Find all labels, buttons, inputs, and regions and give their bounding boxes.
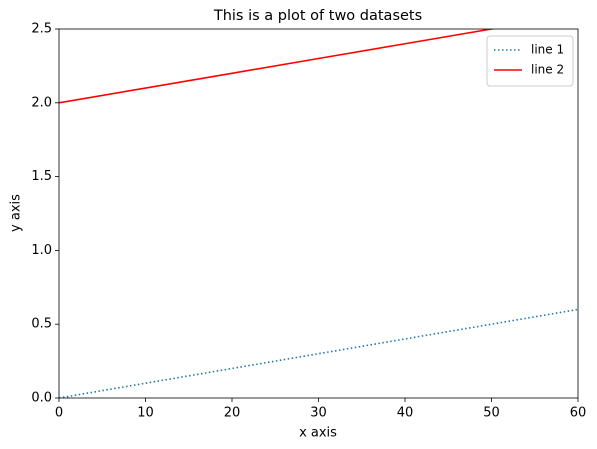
x-tick-label: 20 xyxy=(224,406,241,421)
legend-box xyxy=(486,35,574,87)
x-tick-label: 60 xyxy=(570,406,587,421)
chart-title: This is a plot of two datasets xyxy=(213,8,422,24)
data-line xyxy=(59,29,497,104)
y-tick-label: 0.0 xyxy=(31,391,52,406)
y-tick-label: 1.0 xyxy=(31,243,52,258)
x-tick-label: 40 xyxy=(397,406,414,421)
y-tick-label: 0.5 xyxy=(31,317,52,332)
x-axis-label: x axis xyxy=(299,426,337,441)
plot-area xyxy=(59,29,578,398)
x-tick-label: 50 xyxy=(483,406,500,421)
x-tick-label: 0 xyxy=(55,406,63,421)
y-tick-label: 2.0 xyxy=(31,95,52,110)
legend-label: line 2 xyxy=(531,63,564,77)
legend-label: line 1 xyxy=(531,43,564,57)
x-tick-label: 10 xyxy=(137,406,154,421)
y-axis-label: y axis xyxy=(9,194,24,232)
axes-frame xyxy=(58,28,579,399)
data-line xyxy=(59,308,578,398)
x-tick-label: 30 xyxy=(310,406,327,421)
y-tick-label: 1.5 xyxy=(31,169,52,184)
y-tick-label: 2.5 xyxy=(31,22,52,37)
